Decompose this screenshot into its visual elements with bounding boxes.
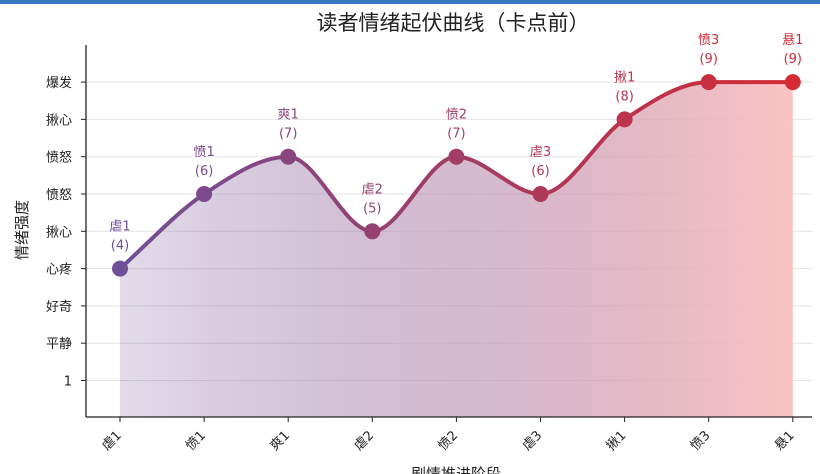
x-tick-label: 悬1	[772, 428, 798, 454]
y-tick-label: 愤怒	[46, 151, 72, 166]
data-label-name: 虐2	[362, 181, 383, 197]
x-tick-label: 揪1	[603, 428, 629, 454]
x-tick-label: 虐3	[519, 428, 545, 454]
data-point	[616, 111, 633, 128]
top-accent-bar	[0, 0, 820, 4]
data-label-value: (9)	[699, 52, 717, 67]
y-axis-label: 情绪强度	[13, 200, 31, 260]
x-tick-label: 虐2	[351, 428, 377, 454]
y-tick-label: 揪心	[46, 224, 72, 240]
x-tick-label: 爽1	[267, 428, 293, 454]
data-label-value: (6)	[531, 164, 549, 179]
data-labels: 虐1 (4) 愤1 (6) 爽1 (7) 虐2 (5) 愤2 (7) 虐3 (6) 揪1 (8) 愤3 (9)…	[109, 33, 803, 254]
data-label-name: 揪1	[614, 69, 635, 85]
data-label-name: 爽1	[278, 108, 299, 123]
x-tick-label: 愤3	[688, 428, 714, 454]
data-label-name: 愤3	[698, 33, 719, 48]
data-label-name: 愤2	[446, 108, 467, 123]
data-label-name: 虐3	[530, 144, 551, 160]
y-tick-label: 心疼	[46, 263, 72, 278]
data-label-name: 虐1	[109, 219, 130, 235]
x-tick-label: 愤2	[436, 428, 462, 454]
data-label-name: 愤1	[193, 145, 214, 160]
y-tick-label: 愤怒	[46, 188, 72, 203]
data-label-value: (7)	[279, 127, 297, 142]
y-tick-label: 平静	[46, 337, 72, 352]
data-label-value: (6)	[195, 164, 213, 179]
y-tick-label: 揪心	[46, 112, 72, 128]
data-point	[196, 186, 213, 202]
data-point	[700, 74, 717, 91]
data-point	[112, 260, 128, 277]
data-label-value: (7)	[447, 127, 465, 142]
data-points	[112, 74, 801, 277]
data-label-value: (4)	[111, 239, 129, 254]
data-point	[784, 74, 801, 91]
x-tick-label: 虐1	[98, 428, 124, 454]
x-tick-label: 愤1	[183, 428, 209, 454]
x-axis-label: 剧情推进阶段	[411, 465, 501, 474]
y-tick-label: 1	[64, 375, 72, 390]
data-point	[532, 186, 549, 202]
area-fill	[120, 82, 793, 417]
data-point	[448, 148, 465, 165]
data-label-value: (9)	[784, 52, 802, 67]
data-point	[280, 148, 297, 165]
chart-title: 读者情绪起伏曲线（卡点前）	[317, 11, 590, 35]
data-label-value: (8)	[615, 89, 633, 104]
data-label-name: 悬1	[782, 33, 803, 48]
y-tick-label: 爆发	[46, 75, 72, 91]
data-point	[364, 223, 381, 240]
data-label-value: (5)	[363, 201, 381, 216]
y-tick-label: 好奇	[46, 299, 72, 315]
x-axis-ticks: 虐1 愤1 爽1 虐2 愤2 虐3 揪1 愤3 悬1	[98, 417, 798, 454]
